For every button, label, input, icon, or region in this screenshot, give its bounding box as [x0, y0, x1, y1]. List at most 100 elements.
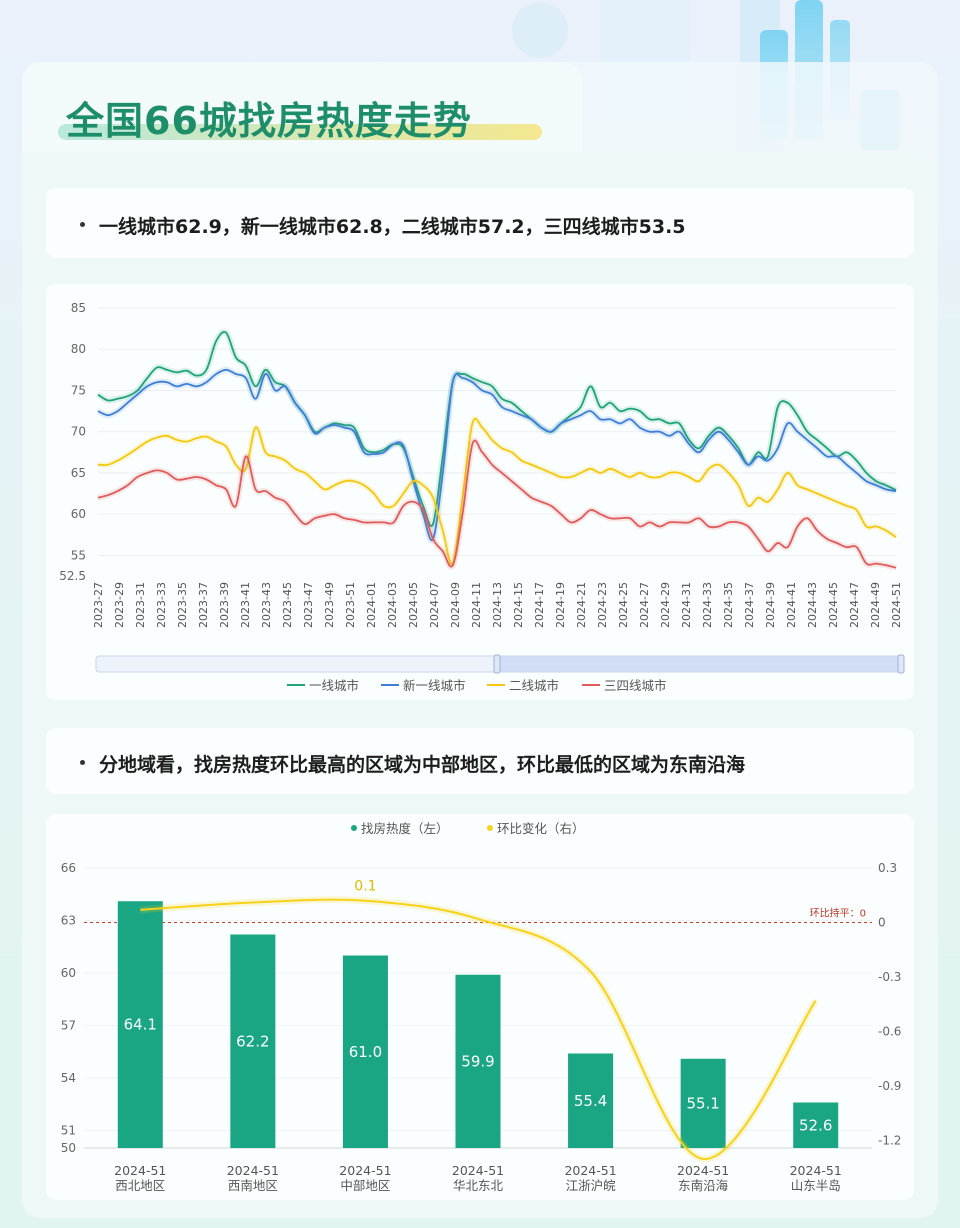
zoom-handle-left[interactable] — [493, 654, 501, 674]
summary-bullet: 一线城市62.9，新一线城市62.8，二线城市57.2，三四线城市53.5 — [80, 212, 686, 239]
left-axis-label: 66 — [61, 861, 76, 875]
right-axis-label: -0.9 — [878, 1079, 901, 1093]
right-axis-label: -1.2 — [878, 1134, 901, 1148]
bar[interactable] — [568, 1053, 614, 1149]
x-tick-label: 2023-39 — [218, 582, 231, 628]
region-panel — [46, 728, 914, 794]
x-tick-label: 2023-47 — [302, 582, 315, 628]
x-tick-label: 2023-27 — [92, 582, 105, 628]
legend-label[interactable]: 一线城市 — [309, 678, 359, 693]
category-label: 西南地区 — [228, 1178, 278, 1193]
summary-text: 一线城市62.9，新一线城市62.8，二线城市57.2，三四线城市53.5 — [99, 216, 686, 238]
y-tick-label: 65 — [71, 466, 86, 480]
title-highlight — [58, 124, 542, 140]
bar-value-label: 62.2 — [236, 1032, 269, 1050]
x-tick-label: 2024-03 — [386, 582, 399, 628]
legend-swatch[interactable] — [351, 825, 357, 831]
right-axis-label: 0 — [878, 916, 886, 930]
y-tick-label: 85 — [71, 301, 86, 315]
x-tick-label: 2024-37 — [743, 582, 756, 628]
y-tick-label: 75 — [71, 383, 86, 397]
series-line-1 — [97, 331, 897, 527]
x-tick-label: 2024-13 — [491, 582, 504, 628]
left-axis-label: 50 — [61, 1141, 76, 1155]
line-chart: 85 80 75 70 65 60 55 52.5 2023-27 2023-29 2023-31 2… — [59, 301, 905, 693]
x-tick-label: 2024-09 — [449, 582, 462, 628]
x-tick-label: 2024-07 — [428, 582, 441, 628]
legend-label[interactable]: 三四线城市 — [604, 678, 667, 693]
region-bullet: 分地域看，找房热度环比最高的区域为中部地区，环比最低的区域为东南沿海 — [80, 750, 745, 777]
x-tick-label: 2023-35 — [176, 582, 189, 628]
bar[interactable] — [680, 1058, 726, 1148]
x-tick-label: 2024-45 — [827, 582, 840, 628]
x-tick-label: 2023-31 — [134, 582, 147, 628]
legend-label[interactable]: 环比变化（右） — [497, 821, 585, 836]
category-label: 2024-51 — [452, 1163, 504, 1178]
x-tick-label: 2024-35 — [722, 582, 735, 628]
x-tick-label: 2023-49 — [323, 582, 336, 628]
x-tick-label: 2024-01 — [365, 582, 378, 628]
bar[interactable] — [117, 901, 163, 1148]
y-tick-label: 55 — [71, 548, 86, 562]
bar[interactable] — [793, 1102, 839, 1149]
left-axis-label: 57 — [61, 1019, 76, 1033]
x-tick-label: 2023-41 — [239, 582, 252, 628]
ratio-line — [140, 898, 817, 1160]
bar-value-label: 64.1 — [124, 1016, 157, 1034]
x-tick-label: 2024-17 — [533, 582, 546, 628]
category-label: 2024-51 — [564, 1163, 616, 1178]
bar[interactable] — [230, 934, 276, 1149]
summary-panel — [46, 188, 914, 258]
x-tick-label: 2023-33 — [155, 582, 168, 628]
bullet-dot — [80, 760, 85, 765]
y-tick-label: 60 — [71, 507, 86, 521]
zoom-handle-right[interactable] — [897, 654, 905, 674]
category-label: 2024-51 — [677, 1163, 729, 1178]
bar[interactable] — [455, 974, 501, 1148]
y-tick-label: 70 — [71, 425, 86, 439]
left-axis-label: 60 — [61, 966, 76, 980]
zoom-slider-selection[interactable] — [498, 656, 902, 672]
y-tick-label: 52.5 — [59, 569, 86, 583]
bar-value-label: 52.6 — [799, 1116, 832, 1134]
category-label: 华北东北 — [453, 1178, 504, 1193]
legend-label[interactable]: 二线城市 — [509, 678, 559, 693]
legend-label[interactable]: 新一线城市 — [403, 678, 466, 693]
x-tick-label: 2024-43 — [806, 582, 819, 628]
x-tick-label: 2024-41 — [785, 582, 798, 628]
category-label: 2024-51 — [790, 1163, 842, 1178]
x-tick-label: 2024-25 — [617, 582, 630, 628]
x-tick-label: 2024-39 — [764, 582, 777, 628]
line-chart-panel — [46, 284, 914, 700]
x-tick-label: 2023-37 — [197, 582, 210, 628]
category-label: 2024-51 — [114, 1163, 166, 1178]
bar[interactable] — [342, 955, 388, 1149]
category-label: 中部地区 — [340, 1178, 390, 1193]
x-tick-label: 2024-29 — [659, 582, 672, 628]
category-label: 2024-51 — [227, 1163, 279, 1178]
page-title: 全国66城找房热度走势 — [66, 99, 472, 143]
bullet-dot — [80, 222, 85, 227]
x-tick-label: 2024-11 — [470, 582, 483, 628]
x-tick-label: 2024-33 — [701, 582, 714, 628]
x-tick-label: 2024-15 — [512, 582, 525, 628]
bar-value-label: 55.1 — [686, 1094, 719, 1112]
right-axis-label: -0.3 — [878, 970, 901, 984]
left-axis-label: 63 — [61, 914, 76, 928]
category-label: 2024-51 — [339, 1163, 391, 1178]
ratio-data-label: 0.1 — [354, 879, 376, 895]
bar-value-label: 61.0 — [349, 1043, 382, 1061]
y-tick-label: 80 — [71, 342, 86, 356]
category-label: 山东半岛 — [791, 1178, 841, 1193]
bar-value-label: 59.9 — [461, 1052, 494, 1070]
right-axis-label: -0.6 — [878, 1025, 901, 1039]
category-label: 东南沿海 — [678, 1178, 729, 1193]
x-tick-label: 2023-29 — [113, 582, 126, 628]
legend-swatch[interactable] — [487, 825, 493, 831]
legend-label[interactable]: 找房热度（左） — [361, 821, 449, 836]
x-tick-label: 2023-45 — [281, 582, 294, 628]
x-tick-label: 2023-43 — [260, 582, 273, 628]
left-axis-label: 51 — [61, 1124, 76, 1138]
x-tick-label: 2024-27 — [638, 582, 651, 628]
series-line-3 — [97, 417, 897, 566]
